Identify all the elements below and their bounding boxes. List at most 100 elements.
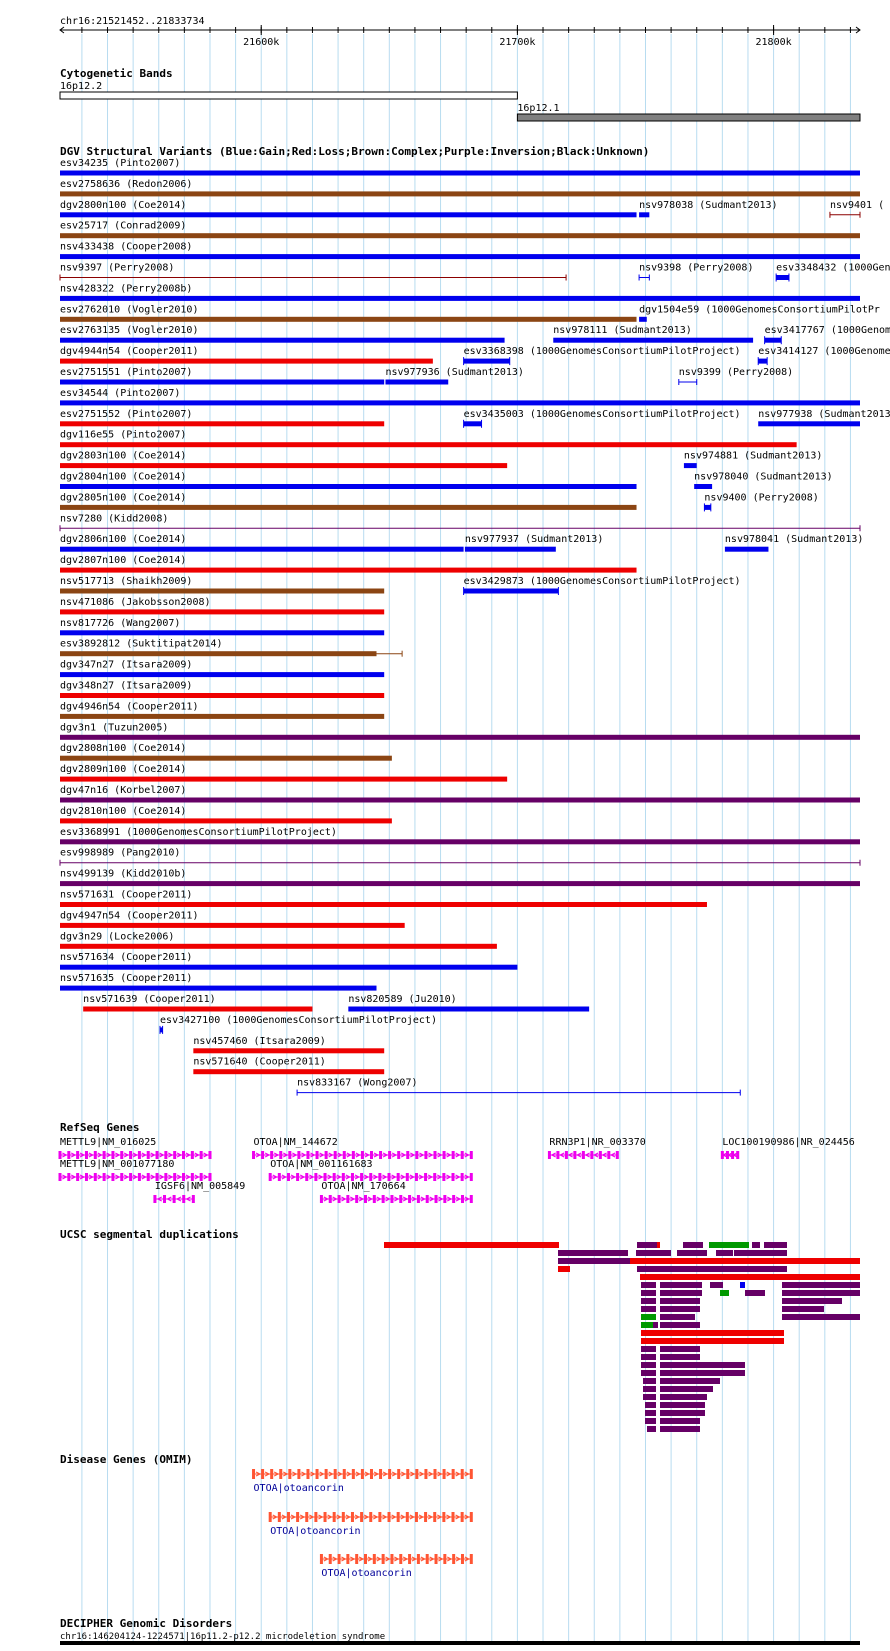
gene-exon (199, 1151, 203, 1159)
gene-exon (415, 1151, 419, 1159)
gene-exon (369, 1151, 373, 1159)
segdup-feature (641, 1346, 656, 1352)
gene-strand-arrow (382, 1174, 388, 1180)
dgv-feature-bar (758, 358, 768, 364)
dgv-feature-bar (60, 734, 860, 740)
omim-exon (442, 1469, 446, 1479)
omim-exon (261, 1469, 265, 1479)
dgv-features: esv34235 (Pinto2007) esv2758636 (Redon200… (59, 158, 890, 1096)
omim-exon (346, 1554, 350, 1564)
segdup-feature (641, 1306, 656, 1312)
gene-strand-arrow (455, 1196, 462, 1202)
dgv-feature-label: esv2762010 (Vogler2010) (60, 304, 198, 315)
gene-exon (155, 1173, 159, 1181)
gene-exon (442, 1151, 446, 1159)
segdup-feature (660, 1314, 695, 1320)
omim-strand-arrow (446, 1471, 452, 1477)
omim-exon (433, 1469, 437, 1479)
gene-exon (146, 1173, 150, 1181)
dgv-feature-bar (764, 337, 782, 343)
gene-exon (58, 1151, 62, 1159)
gene-strand-arrow (385, 1196, 391, 1202)
dgv-feature-label: dgv2807n100 (Coe2014) (60, 555, 186, 566)
omim-exon (332, 1512, 336, 1522)
segdup-feature (641, 1362, 656, 1368)
omim-exon (268, 1512, 272, 1522)
gene-strand-arrow (283, 1152, 289, 1158)
gene-strand-arrow (428, 1152, 434, 1158)
segdup-feature (782, 1306, 824, 1312)
gene-strand-arrow (419, 1152, 425, 1158)
omim-strand-arrow (385, 1556, 391, 1562)
omim-exon (381, 1554, 385, 1564)
gene-exon (208, 1151, 212, 1159)
dgv-feature-bar (463, 421, 482, 427)
omim-strand-arrow (346, 1471, 352, 1477)
gene-strand-arrow (373, 1152, 380, 1158)
gene-exon (388, 1151, 392, 1159)
dgv-feature-bar (60, 212, 637, 218)
gene-exon (190, 1151, 194, 1159)
gene-strand-arrow (455, 1152, 461, 1158)
omim-exon (305, 1512, 309, 1522)
segdup-feature (660, 1370, 745, 1376)
gene-strand-arrow (264, 1152, 271, 1158)
segdup-feature (660, 1394, 707, 1400)
dgv-feature-label: esv25717 (Conrad2009) (60, 221, 186, 232)
omim-exon (342, 1469, 346, 1479)
ruler-left-arrow (59, 26, 65, 34)
gene-strand-arrow (592, 1152, 599, 1158)
dgv-feature-bar (639, 316, 647, 322)
dgv-feature-bar (385, 379, 449, 385)
omim-strand-arrow (273, 1471, 280, 1477)
gene-strand-arrow (168, 1174, 174, 1180)
segdup-feature (660, 1378, 720, 1384)
gene-exon (424, 1173, 428, 1181)
dgv-feature-label: dgv2809n100 (Coe2014) (60, 764, 186, 775)
omim-strand-arrow (373, 1471, 380, 1477)
gene-strand-arrow (299, 1174, 306, 1180)
gene-exon (460, 1151, 464, 1159)
omim-exon (369, 1469, 373, 1479)
dgv-feature-bar (758, 421, 860, 427)
gene-exon (323, 1173, 327, 1181)
gene-strand-arrow (726, 1152, 733, 1158)
dgv-feature-label: nsv978041 (Sudmant2013) (725, 534, 863, 545)
segdup-feature (558, 1250, 628, 1256)
dgv-track: DGV Structural Variants (Blue:Gain;Red:L… (59, 145, 890, 1096)
gene-exon (199, 1173, 203, 1181)
gene-exon (408, 1195, 412, 1203)
omim-exon (333, 1469, 337, 1479)
gene-exon (319, 1195, 323, 1203)
gene-strand-arrow (150, 1174, 156, 1180)
dgv-feature-label: esv3414127 (1000Genomes (758, 346, 890, 357)
segdup-track: UCSC segmental duplications (60, 1228, 860, 1432)
segdup-feature (641, 1282, 656, 1288)
gene-exon (547, 1151, 551, 1159)
gene-exon (451, 1151, 455, 1159)
segdup-features (384, 1242, 860, 1432)
segdup-feature (645, 1402, 656, 1408)
segdup-feature (645, 1410, 656, 1416)
dgv-feature-label: nsv457460 (Itsara2009) (193, 1036, 325, 1047)
gene-strand-arrow (455, 1174, 461, 1180)
gene-strand-arrow (203, 1174, 209, 1180)
dgv-feature-label: nsv978040 (Sudmant2013) (694, 472, 832, 483)
gene-exon (102, 1173, 106, 1181)
segdup-feature (660, 1426, 700, 1432)
dgv-feature-label: nsv517713 (Shaikh2009) (60, 576, 192, 587)
ruler-tick-label: 21600k (243, 37, 279, 48)
dgv-feature-bar (60, 943, 497, 949)
gene-strand-arrow (176, 1152, 183, 1158)
gene-exon (390, 1195, 394, 1203)
segdup-feature (660, 1306, 700, 1312)
decipher-feature (60, 1641, 860, 1645)
dgv-feature-bar (463, 588, 559, 594)
segdup-feature (660, 1354, 700, 1360)
omim-strand-arrow (332, 1556, 338, 1562)
omim-track-title: Disease Genes (OMIM) (60, 1453, 192, 1466)
gene-exon (190, 1173, 194, 1181)
dgv-feature-label: esv3429873 (1000GenomesConsortiumPilotPr… (464, 576, 741, 587)
ruler-right-arrow (855, 26, 861, 34)
dgv-feature-label: dgv4944n54 (Cooper2011) (60, 346, 198, 357)
